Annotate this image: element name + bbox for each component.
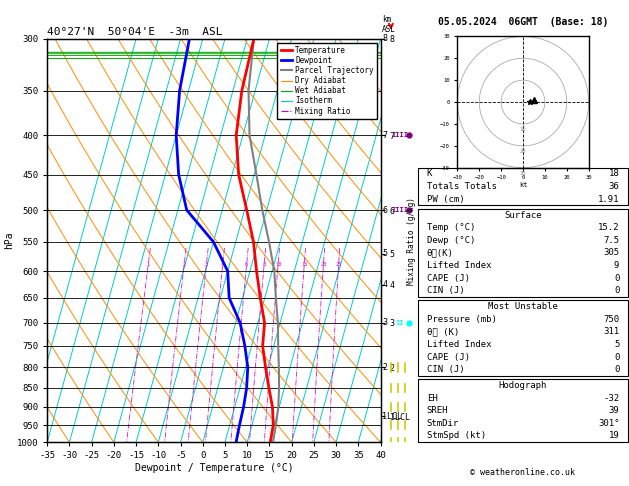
Text: Mixing Ratio (g/kg): Mixing Ratio (g/kg) xyxy=(408,197,416,284)
Text: 301°: 301° xyxy=(598,419,620,428)
Text: 6: 6 xyxy=(382,206,387,214)
Text: 1: 1 xyxy=(147,262,150,267)
Text: 305: 305 xyxy=(603,248,620,258)
Text: 40°27'N  50°04'E  -3m  ASL: 40°27'N 50°04'E -3m ASL xyxy=(47,27,223,37)
Text: Hodograph: Hodograph xyxy=(499,381,547,390)
Text: 1.91: 1.91 xyxy=(598,195,620,204)
Text: -32: -32 xyxy=(603,394,620,402)
Text: 19: 19 xyxy=(609,432,620,440)
Text: 10: 10 xyxy=(275,262,281,267)
Text: 750: 750 xyxy=(603,315,620,324)
Text: 0: 0 xyxy=(614,365,620,374)
Text: StmSpd (kt): StmSpd (kt) xyxy=(426,432,486,440)
Text: Temp (°C): Temp (°C) xyxy=(426,223,475,232)
Text: 39: 39 xyxy=(609,406,620,415)
Text: 8: 8 xyxy=(262,262,266,267)
Text: IIII: IIII xyxy=(391,132,408,138)
Text: 4: 4 xyxy=(221,262,225,267)
Text: 7: 7 xyxy=(382,131,387,140)
Text: 0: 0 xyxy=(614,274,620,282)
Text: PW (cm): PW (cm) xyxy=(426,195,464,204)
Text: 3: 3 xyxy=(205,262,208,267)
Bar xyxy=(418,209,628,297)
Text: Pressure (mb): Pressure (mb) xyxy=(426,315,496,324)
Text: Totals Totals: Totals Totals xyxy=(426,182,496,191)
Text: 15: 15 xyxy=(301,262,308,267)
Text: CAPE (J): CAPE (J) xyxy=(426,274,470,282)
Text: 1LCL: 1LCL xyxy=(382,412,403,421)
Text: Most Unstable: Most Unstable xyxy=(488,302,558,311)
Text: 18: 18 xyxy=(609,170,620,178)
Text: θᴇ (K): θᴇ (K) xyxy=(426,328,459,336)
Text: 7.5: 7.5 xyxy=(603,236,620,245)
Text: 2: 2 xyxy=(182,262,186,267)
Text: © weatheronline.co.uk: © weatheronline.co.uk xyxy=(470,468,574,477)
Text: 20: 20 xyxy=(320,262,326,267)
X-axis label: kt: kt xyxy=(519,182,527,188)
Text: II: II xyxy=(395,320,404,326)
Text: StmDir: StmDir xyxy=(426,419,459,428)
Text: 0: 0 xyxy=(614,352,620,362)
Text: 3: 3 xyxy=(382,318,387,327)
Text: 05.05.2024  06GMT  (Base: 18): 05.05.2024 06GMT (Base: 18) xyxy=(438,17,608,27)
Text: 2: 2 xyxy=(382,363,387,372)
Legend: Temperature, Dewpoint, Parcel Trajectory, Dry Adiabat, Wet Adiabat, Isotherm, Mi: Temperature, Dewpoint, Parcel Trajectory… xyxy=(277,43,377,119)
Text: 10: 10 xyxy=(520,127,526,132)
Text: 30: 30 xyxy=(520,171,526,176)
Text: CAPE (J): CAPE (J) xyxy=(426,352,470,362)
Text: Lifted Index: Lifted Index xyxy=(426,261,491,270)
Text: SREH: SREH xyxy=(426,406,448,415)
Text: 5: 5 xyxy=(614,340,620,349)
Text: 6: 6 xyxy=(245,262,248,267)
X-axis label: Dewpoint / Temperature (°C): Dewpoint / Temperature (°C) xyxy=(135,463,293,473)
Text: Surface: Surface xyxy=(504,210,542,220)
Text: 5: 5 xyxy=(382,249,387,259)
Text: 36: 36 xyxy=(609,182,620,191)
Y-axis label: hPa: hPa xyxy=(4,232,14,249)
Text: Lifted Index: Lifted Index xyxy=(426,340,491,349)
Text: 8: 8 xyxy=(382,35,387,43)
Text: K: K xyxy=(426,170,432,178)
Text: 20: 20 xyxy=(520,149,526,154)
Text: 0: 0 xyxy=(614,286,620,295)
Text: 9: 9 xyxy=(614,261,620,270)
Text: CIN (J): CIN (J) xyxy=(426,365,464,374)
Text: CIN (J): CIN (J) xyxy=(426,286,464,295)
Text: 311: 311 xyxy=(603,328,620,336)
Text: 15.2: 15.2 xyxy=(598,223,620,232)
Text: IIII: IIII xyxy=(391,207,408,213)
Bar xyxy=(418,379,628,442)
Text: 25: 25 xyxy=(335,262,342,267)
Text: θᴇ(K): θᴇ(K) xyxy=(426,248,454,258)
Text: 4: 4 xyxy=(382,280,387,289)
Text: km
ASL: km ASL xyxy=(382,15,396,34)
Bar xyxy=(418,300,628,376)
Bar xyxy=(418,168,628,206)
Text: Dewp (°C): Dewp (°C) xyxy=(426,236,475,245)
Text: EH: EH xyxy=(426,394,437,402)
